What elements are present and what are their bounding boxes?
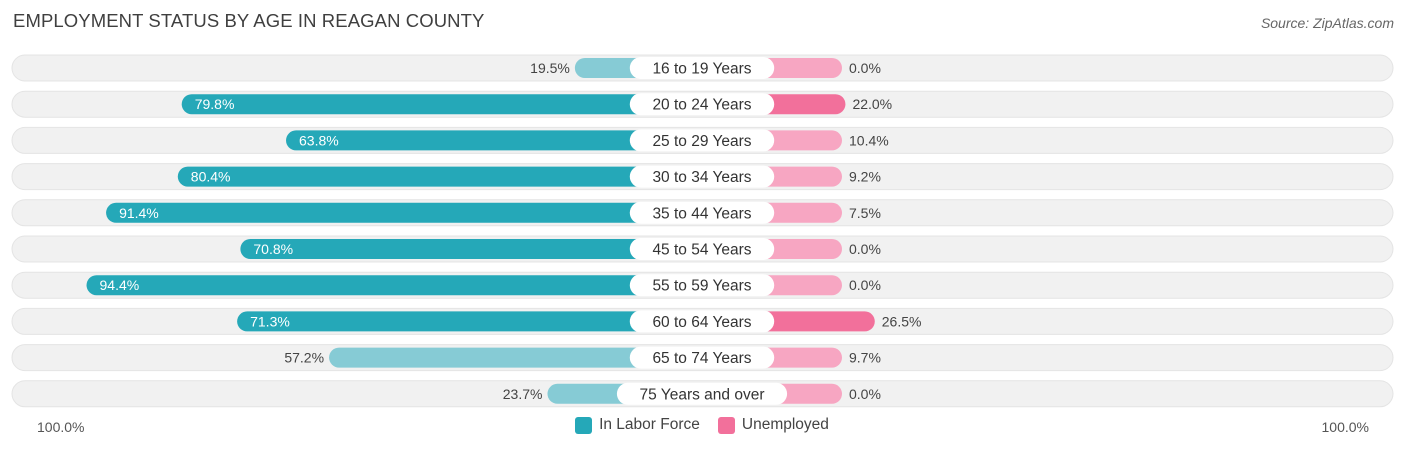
bar-chart: 19.5% 0.0% 16 to 19 Years 79.8% 22.0% 20 to 2… [11,54,1394,408]
category-label: 75 Years and over [640,386,765,403]
labor-bar [237,311,702,332]
unemployed-value-label: 10.4% [849,132,889,148]
unemployed-value-label: 0.0% [849,60,881,76]
labor-value-label: 79.8% [195,96,235,112]
labor-bar [286,130,702,151]
labor-bar [181,94,703,115]
category-pill [629,57,775,79]
category-label: 25 to 29 Years [652,133,751,150]
category-pill [629,274,775,297]
legend-swatch-labor [575,416,593,434]
chart-title: EMPLOYMENT STATUS BY AGE IN REAGAN COUNT… [13,10,485,31]
axis-label-right: 100.0% [1321,419,1369,435]
axis-label-left: 100.0% [37,419,85,435]
category-pill [629,93,775,116]
labor-bar [86,275,702,296]
unemployed-value-label: 0.0% [849,241,881,257]
category-pill [629,129,775,152]
unemployed-value-label: 26.5% [882,313,922,329]
legend-label-unemployed: Unemployed [741,416,829,433]
unemployed-value-label: 9.7% [849,350,881,366]
labor-bar [329,347,702,368]
legend: In Labor Force Unemployed [0,416,1406,434]
category-label: 45 to 54 Years [652,242,751,259]
labor-value-label: 94.4% [100,277,140,293]
labor-value-label: 23.7% [503,386,543,402]
labor-bar [177,166,703,187]
category-label: 60 to 64 Years [652,314,751,331]
labor-value-label: 71.3% [250,313,290,329]
legend-item-unemployed: Unemployed [717,416,829,434]
category-pill [629,201,775,224]
category-label: 30 to 34 Years [652,169,751,186]
category-label: 65 to 74 Years [652,350,751,367]
labor-bar [240,239,702,259]
category-pill [629,346,775,369]
category-label: 35 to 44 Years [652,205,751,222]
category-pill [629,165,775,188]
unemployed-value-label: 0.0% [849,386,881,402]
labor-value-label: 70.8% [253,241,293,257]
category-label: 16 to 19 Years [652,61,751,78]
category-label: 20 to 24 Years [652,97,751,114]
labor-value-label: 63.8% [299,132,339,148]
unemployed-value-label: 0.0% [849,277,881,293]
labor-bar [106,202,702,223]
category-pill [616,382,788,405]
legend-swatch-unemployed [717,416,735,434]
category-label: 55 to 59 Years [652,278,751,295]
labor-value-label: 80.4% [191,169,231,185]
source-credit: Source: ZipAtlas.com [1260,15,1394,31]
category-pill [629,238,775,260]
unemployed-value-label: 22.0% [852,96,892,112]
unemployed-value-label: 7.5% [849,205,881,221]
legend-item-labor: In Labor Force [575,416,700,434]
legend-label-labor: In Labor Force [599,416,700,433]
labor-value-label: 57.2% [284,350,324,366]
unemployed-value-label: 9.2% [849,169,881,185]
labor-value-label: 91.4% [119,205,159,221]
labor-value-label: 19.5% [530,60,570,76]
category-pill [629,310,775,333]
